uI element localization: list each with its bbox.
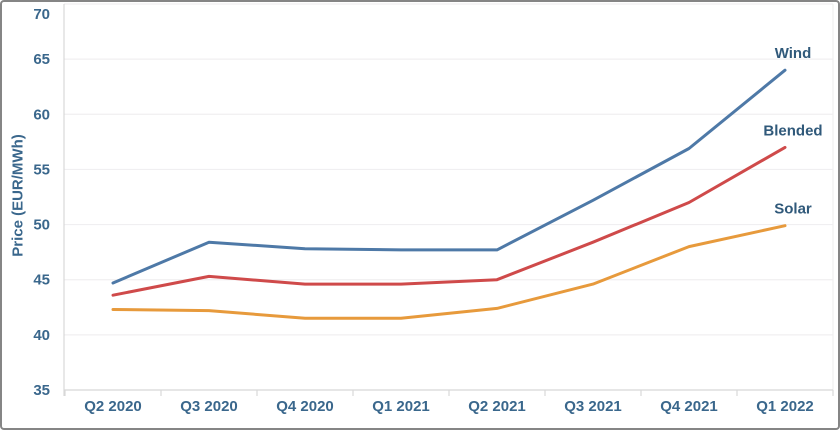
series-label-solar: Solar xyxy=(774,201,812,218)
x-tick-label: Q1 2022 xyxy=(756,398,814,415)
x-tick-label: Q3 2021 xyxy=(564,398,622,415)
series-line-blended xyxy=(111,145,787,297)
x-tick-label: Q3 2020 xyxy=(180,398,238,415)
y-tick-label-65: 65 xyxy=(33,51,50,68)
y-tick-label-35: 35 xyxy=(33,382,50,399)
y-tick-label-50: 50 xyxy=(33,217,50,234)
y-tick-label-60: 60 xyxy=(33,106,50,123)
y-tick-label-70: 70 xyxy=(33,6,50,23)
x-tick-label: Q4 2021 xyxy=(660,398,718,415)
series-label-blended: Blended xyxy=(763,122,822,139)
x-tick-label: Q2 2021 xyxy=(468,398,526,415)
y-tick-label-45: 45 xyxy=(33,272,50,289)
y-tick-label-55: 55 xyxy=(33,161,50,178)
x-tick-label: Q4 2020 xyxy=(276,398,334,415)
series-label-wind: Wind xyxy=(775,45,812,62)
series-line-solar xyxy=(111,224,787,320)
x-tick-label: Q1 2021 xyxy=(372,398,430,415)
x-tick-label: Q2 2020 xyxy=(84,398,142,415)
series-line-wind xyxy=(111,68,787,285)
y-tick-label-40: 40 xyxy=(33,327,50,344)
